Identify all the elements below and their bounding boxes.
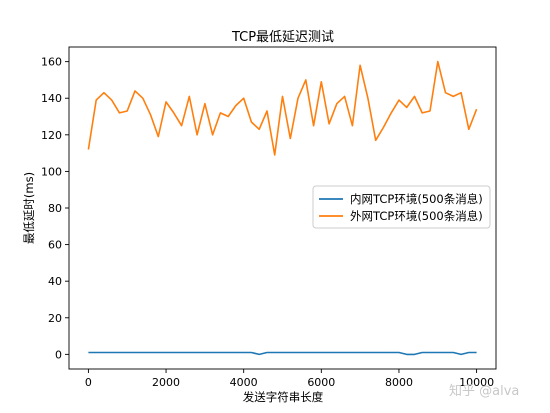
y-tick-label: 80 (48, 202, 62, 215)
y-tick-label: 60 (48, 239, 62, 252)
series-line-1 (88, 351, 477, 356)
x-tick-label: 6000 (307, 376, 335, 389)
legend: 内网TCP环境(500条消息) 外网TCP环境(500条消息) (312, 185, 491, 229)
y-tick-label: 120 (41, 129, 62, 142)
x-tick-label: 4000 (230, 376, 258, 389)
watermark: 知乎 @alva (449, 383, 519, 399)
series-line-2 (87, 60, 478, 156)
y-tick-label: 100 (41, 165, 62, 178)
y-axis-label: 最低延时(ms) (22, 172, 36, 244)
chart-title: TCP最低延迟测试 (231, 30, 334, 45)
x-tick-label: 8000 (385, 376, 413, 389)
x-tick-label: 10000 (459, 376, 494, 389)
legend-label-2: 外网TCP环境(500条消息) (350, 209, 483, 223)
x-tick-label: 2000 (152, 376, 180, 389)
x-tick-label: 0 (85, 376, 92, 389)
legend-label-1: 内网TCP环境(500条消息) (350, 192, 483, 206)
y-tick-label: 0 (55, 348, 62, 361)
x-axis: 0 2000 4000 6000 8000 10000 (85, 369, 494, 389)
y-tick-label: 140 (41, 92, 62, 105)
y-tick-label: 20 (48, 312, 62, 325)
y-tick-label: 160 (41, 56, 62, 69)
y-tick-label: 40 (48, 275, 62, 288)
y-axis: 0 20 40 60 80 100 120 140 160 (41, 56, 69, 361)
x-axis-label: 发送字符串长度 (243, 390, 324, 404)
legend-box (312, 185, 491, 229)
series-lines (87, 60, 478, 356)
